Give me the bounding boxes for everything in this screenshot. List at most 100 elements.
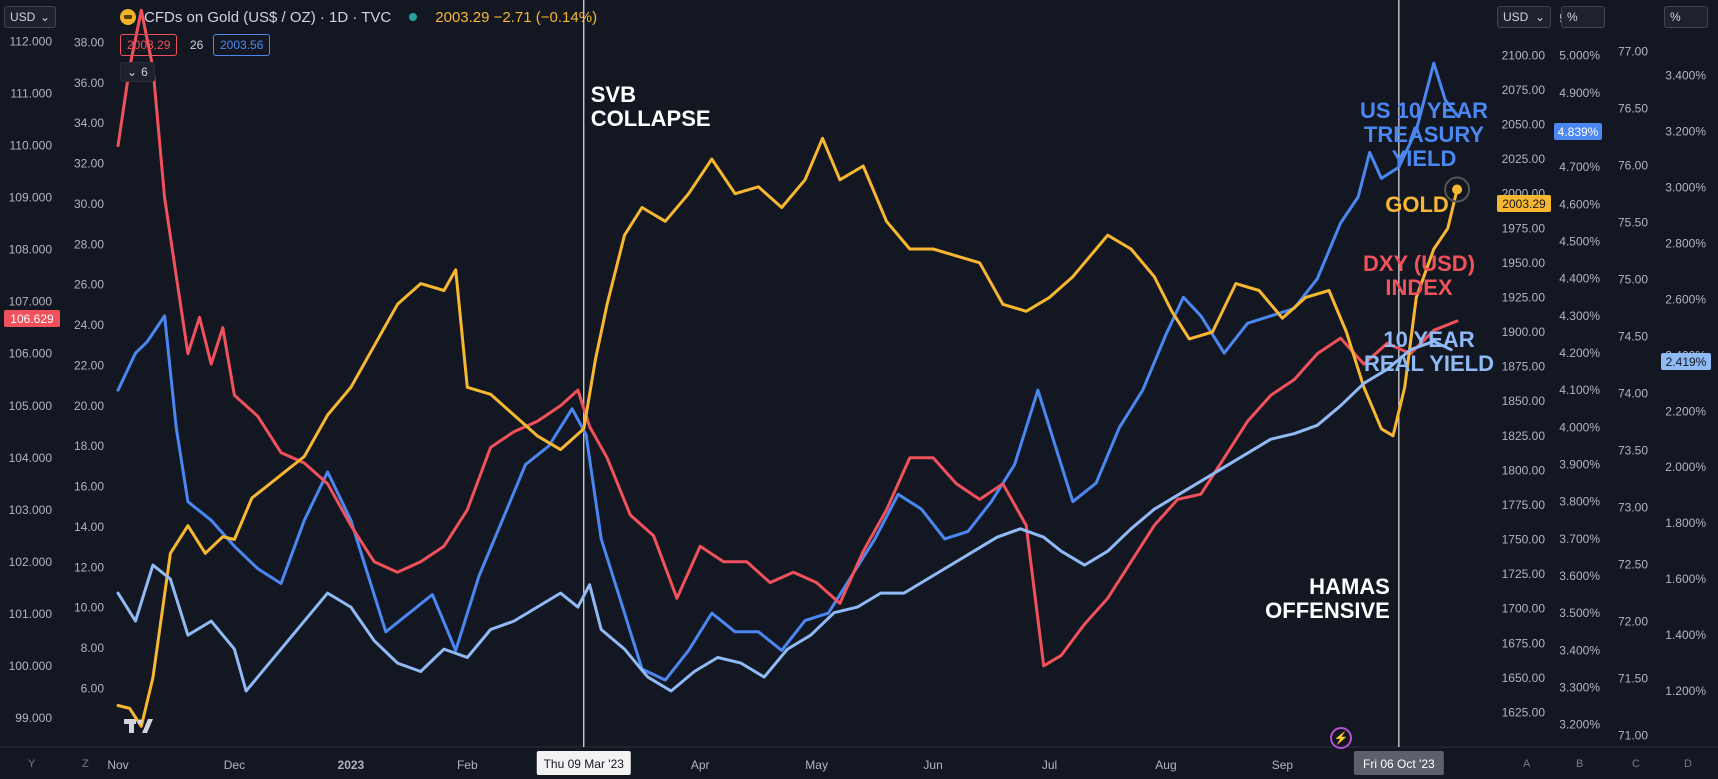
us10y-axis-tick: 3.300% xyxy=(1559,681,1600,695)
real10y-axis-tick: 2.200% xyxy=(1665,404,1706,418)
real-yield-axis-tick: 32.00 xyxy=(74,157,104,171)
symbol-title[interactable]: CFDs on Gold (US$ / OZ) · 1D · TVC xyxy=(144,8,392,26)
time-axis-tick: Aug xyxy=(1155,758,1176,772)
dxy-axis-tick: 103.000 xyxy=(9,503,53,517)
chevron-down-icon: ⌄ xyxy=(1534,10,1545,24)
us10y-label: TREASURY xyxy=(1364,122,1485,147)
left-currency-select[interactable]: USD ⌄ xyxy=(4,6,56,28)
dxy-price-badge: 106.629 xyxy=(10,312,54,326)
dxy-alt-axis-tick: 71.50 xyxy=(1618,672,1648,686)
axis-letter-y[interactable]: Y xyxy=(28,758,36,770)
dxy-axis-tick: 102.000 xyxy=(9,555,53,569)
percent-scale-select-2[interactable]: % xyxy=(1664,6,1708,28)
us10y-axis-tick: 3.600% xyxy=(1559,569,1600,583)
series-line-10-year-real-yield xyxy=(116,339,1453,693)
axis-letter-a[interactable]: A xyxy=(1523,758,1531,770)
gold-label: GOLD xyxy=(1385,192,1449,217)
dxy-alt-axis-tick: 76.50 xyxy=(1618,101,1648,115)
real-yield-axis-tick: 36.00 xyxy=(74,76,104,90)
gold-last-point-halo xyxy=(1444,176,1471,203)
dxy-alt-axis-tick: 71.00 xyxy=(1618,729,1648,743)
right-currency-label: USD xyxy=(1503,10,1529,24)
real-yield-axis-tick: 38.00 xyxy=(74,35,104,49)
us10y-label: YIELD xyxy=(1392,146,1457,171)
dxy-axis-tick: 100.000 xyxy=(9,659,53,673)
us10y-axis-tick: 4.900% xyxy=(1559,86,1600,100)
indicator-toggle[interactable]: ⌄ 6 xyxy=(120,62,155,82)
axis-letter-b[interactable]: B xyxy=(1576,758,1584,770)
axis-letter-d[interactable]: D xyxy=(1684,758,1692,770)
gold-axis-tick: 1650.00 xyxy=(1502,671,1546,685)
series-line-dxy-usd-index xyxy=(116,8,1459,668)
bid-price[interactable]: 2003.29 xyxy=(120,34,178,56)
dxy-alt-axis-tick: 76.00 xyxy=(1618,158,1648,172)
real10y-axis-tick: 2.600% xyxy=(1665,292,1706,306)
lightning-icon[interactable]: ⚡ xyxy=(1330,727,1352,749)
us10y-axis-tick: 5.000% xyxy=(1559,49,1600,63)
us10y-axis-tick: 3.900% xyxy=(1559,458,1600,472)
us10y-price-badge-bg xyxy=(1554,123,1602,140)
svb-annotation: COLLAPSE xyxy=(591,106,711,131)
gold-axis-tick: 1825.00 xyxy=(1502,429,1546,443)
chevron-down-icon: ⌄ xyxy=(39,10,50,24)
gold-axis-tick: 2025.00 xyxy=(1502,152,1546,166)
dxy-alt-axis-tick: 74.00 xyxy=(1618,386,1648,400)
dxy-axis-tick: 108.000 xyxy=(9,243,53,257)
ask-price[interactable]: 2003.56 xyxy=(213,34,271,56)
tradingview-logo[interactable] xyxy=(124,717,154,735)
time-axis-tick: Nov xyxy=(107,758,128,772)
gold-price-badge-bg xyxy=(1497,195,1551,212)
gold-last-point xyxy=(1452,184,1463,195)
gold-axis-tick: 1775.00 xyxy=(1502,498,1546,512)
real10y-axis-tick: 3.400% xyxy=(1665,69,1706,83)
gold-axis-tick: 1675.00 xyxy=(1502,636,1546,650)
market-status-icon xyxy=(409,13,418,21)
real-yield-axis-tick: 30.00 xyxy=(74,197,104,211)
percent-scale-select-1[interactable]: % xyxy=(1561,6,1605,28)
dxy-axis-tick: 112.000 xyxy=(10,35,53,49)
real-yield-axis-tick: 18.00 xyxy=(74,439,104,453)
us10y-axis-tick: 3.500% xyxy=(1559,606,1600,620)
axis-letter-z[interactable]: Z xyxy=(82,758,89,770)
dxy-axis-tick: 111.000 xyxy=(10,87,52,101)
gold-axis-tick: 1975.00 xyxy=(1502,221,1546,235)
time-axis-tick: Jun xyxy=(923,758,942,772)
real-yield-axis-tick: 26.00 xyxy=(74,278,104,292)
us10y-axis-tick: 4.400% xyxy=(1559,272,1600,286)
dxy-axis-tick: 99.000 xyxy=(15,711,52,725)
real10y-axis-tick: 1.600% xyxy=(1665,572,1706,586)
dxy-axis-tick: 101.000 xyxy=(9,607,53,621)
us10y-axis-tick: 4.000% xyxy=(1559,420,1600,434)
hamas-date-label-bg xyxy=(1353,751,1444,775)
right-currency-select[interactable]: USD ⌄ xyxy=(1497,6,1551,28)
axis-letter-c[interactable]: C xyxy=(1632,758,1640,770)
us10y-label: US 10 YEAR xyxy=(1360,98,1488,123)
dxy-axis-tick: 105.000 xyxy=(9,399,53,413)
time-axis-tick: 2023 xyxy=(338,758,365,772)
dxy-alt-axis-tick: 74.50 xyxy=(1618,329,1648,343)
chevron-down-icon: ⌄ xyxy=(127,65,138,79)
dxy-label: INDEX xyxy=(1385,275,1453,300)
dxy-axis-tick: 109.000 xyxy=(9,191,53,205)
spread-value: 26 xyxy=(190,38,204,52)
dxy-alt-axis-tick: 72.00 xyxy=(1618,615,1648,629)
gold-axis-tick: 2050.00 xyxy=(1502,118,1546,132)
svb-annotation: SVB xyxy=(591,82,636,107)
series-line-us-10-year-treasury-yield xyxy=(116,61,1459,682)
dxy-axis-tick: 104.000 xyxy=(9,451,53,465)
time-axis-strip xyxy=(0,747,1718,779)
time-axis-tick: Dec xyxy=(224,758,245,772)
gold-price-badge: 2003.29 xyxy=(1502,197,1546,211)
gold-axis-tick: 2100.00 xyxy=(1502,48,1546,62)
real-yield-axis-tick: 12.00 xyxy=(74,560,104,574)
real10y-axis-tick: 1.800% xyxy=(1665,516,1706,530)
dxy-axis-tick: 106.000 xyxy=(9,347,53,361)
us10y-axis-tick: 3.200% xyxy=(1559,718,1600,732)
tradingview-logo-icon xyxy=(124,719,153,733)
hamas-annotation: HAMAS xyxy=(1309,574,1390,599)
real10y-axis-tick: 2.800% xyxy=(1665,236,1706,250)
dxy-alt-axis-tick: 73.50 xyxy=(1618,443,1648,457)
gold-axis-tick: 1850.00 xyxy=(1502,394,1546,408)
time-axis-tick: Jul xyxy=(1042,758,1057,772)
